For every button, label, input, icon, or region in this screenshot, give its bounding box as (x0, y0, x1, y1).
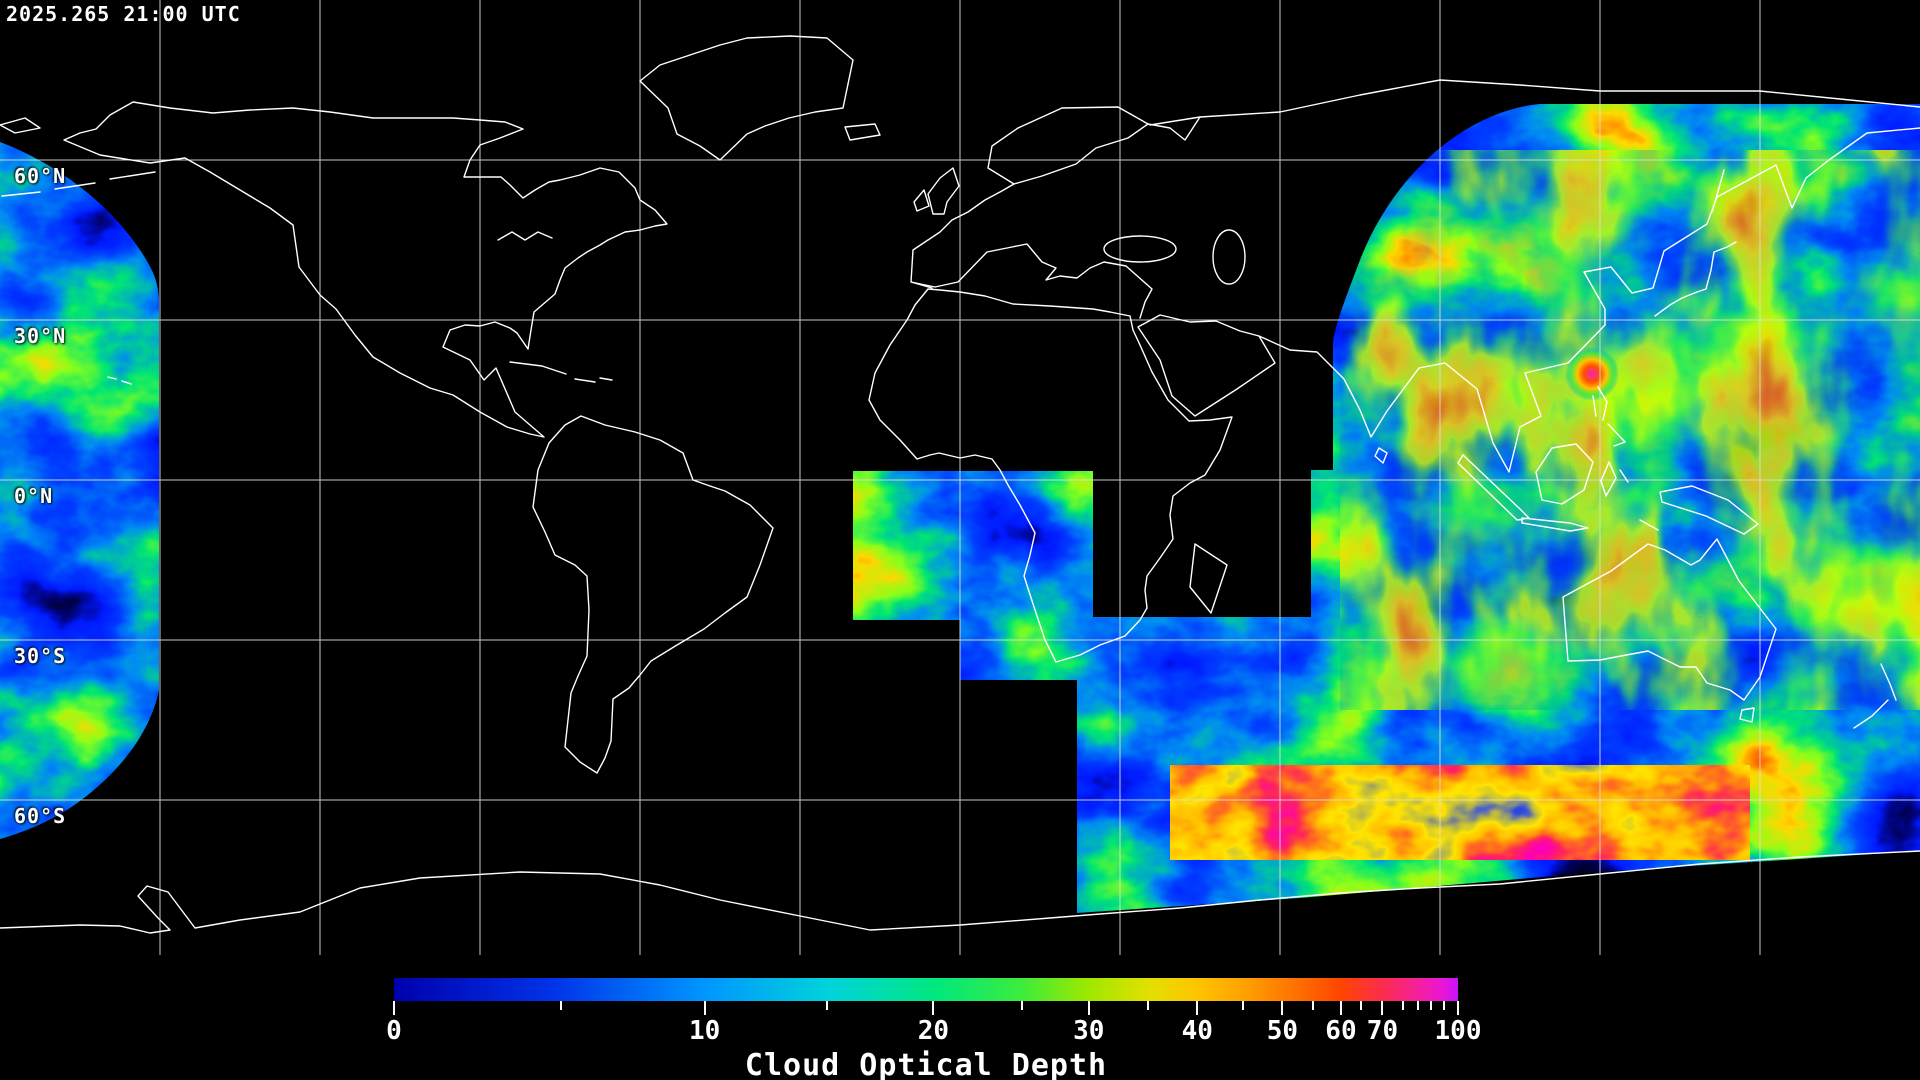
colorbar-tick-65 (1360, 1001, 1363, 1010)
colorbar-tick-label-40: 40 (1181, 1016, 1213, 1046)
colorbar-tick-5 (560, 1001, 563, 1010)
coast-great-lakes (497, 231, 553, 241)
coast-antarctica (0, 850, 1920, 934)
antarctic-storm-band-data (1170, 765, 1750, 860)
coast-scandinavia (987, 106, 1201, 185)
colorbar-tick-label-70: 70 (1366, 1016, 1399, 1046)
coast-hawaii (107, 376, 132, 385)
pacific-jet-data (1340, 150, 1920, 710)
coast-greenland (639, 35, 854, 161)
atlantic-africa-swath-data (853, 471, 1093, 680)
coast-north-america (63, 101, 668, 438)
lat-label-0n: 0°N (14, 484, 54, 508)
lat-label-60n: 60°N (14, 164, 67, 188)
coast-new-zealand (1853, 663, 1897, 729)
coastlines (0, 35, 1920, 934)
colorbar: 0 10 20 30 40 50 60 70 100 Cloud Optical Depth (386, 978, 1481, 1080)
typhoon-spot (1565, 347, 1619, 401)
colorbar-tick-25 (1020, 1001, 1023, 1010)
lat-label-30n: 30°N (14, 324, 67, 348)
colorbar-tick-30 (1087, 1001, 1090, 1015)
coast-black-sea (1103, 235, 1177, 263)
colorbar-tick-85 (1430, 1001, 1433, 1010)
graticule (0, 0, 1920, 955)
colorbar-tick-label-60: 60 (1325, 1016, 1357, 1046)
coast-indonesia (1457, 443, 1659, 532)
colorbar-tick-label-20: 20 (917, 1016, 950, 1046)
colorbar-tick-40 (1196, 1001, 1199, 1015)
colorbar-tick-100 (1457, 1001, 1459, 1015)
colorbar-tick-10 (703, 1001, 706, 1015)
world-map: 2025.265 21:00 UTC 60°N 30°N 0°N 30°S 60… (0, 0, 1920, 955)
coast-asia-south (1258, 127, 1920, 473)
colorbar-tick-70 (1381, 1001, 1384, 1015)
colorbar-tick-50 (1281, 1001, 1284, 1015)
coast-iceland (844, 123, 881, 141)
colorbar-ticks: 0 10 20 30 40 50 60 70 100 (386, 1001, 1481, 1046)
map-canvas (0, 0, 1920, 955)
coast-australia (1562, 538, 1777, 701)
coast-japan (1654, 241, 1737, 317)
coast-sakhalin (1711, 169, 1725, 213)
colorbar-tick-90 (1443, 1001, 1446, 1010)
lat-label-30s: 30°S (14, 644, 67, 668)
coast-arabia (1137, 314, 1276, 417)
colorbar-tick-75 (1401, 1001, 1404, 1010)
latitude-gridlines (0, 159, 1920, 801)
coast-tasmania (1739, 707, 1755, 723)
colorbar-tick-label-30: 30 (1073, 1016, 1105, 1046)
coast-sri-lanka (1374, 447, 1388, 464)
colorbar-tick-label-50: 50 (1266, 1016, 1299, 1046)
colorbar-tick-60 (1339, 1001, 1342, 1015)
coast-caribbean-islands (509, 361, 613, 383)
coast-europe (910, 167, 1153, 319)
colorbar-tick-label-10: 10 (689, 1016, 721, 1046)
colorbar-tick-0 (393, 1001, 395, 1015)
colorbar-tick-45 (1242, 1001, 1245, 1010)
colorbar-title: Cloud Optical Depth (744, 1048, 1108, 1080)
coast-chukotka (0, 117, 41, 134)
coast-aleutians (1, 171, 156, 197)
colorbar-tick-15 (826, 1001, 829, 1010)
coast-south-america (532, 415, 774, 774)
colorbar-tick-55 (1312, 1001, 1315, 1010)
longitude-gridlines (159, 0, 1761, 955)
colorbar-tick-80 (1416, 1001, 1419, 1010)
colorbar-gradient (394, 978, 1458, 1001)
coast-madagascar (1189, 543, 1228, 614)
colorbar-tick-35 (1147, 1001, 1150, 1010)
colorbar-tick-label-0: 0 (386, 1016, 402, 1046)
coast-eurasia-arctic (1149, 79, 1920, 126)
coast-caspian-sea (1212, 229, 1246, 285)
coast-africa (868, 288, 1233, 663)
lat-label-60s: 60°S (14, 804, 67, 828)
timestamp: 2025.265 21:00 UTC (6, 2, 241, 26)
colorbar-tick-label-100: 100 (1434, 1016, 1482, 1046)
coast-philippines (1592, 386, 1626, 447)
left-pacific-swath-data (0, 142, 159, 839)
coast-new-guinea (1659, 485, 1759, 535)
colorbar-tick-20 (932, 1001, 935, 1015)
